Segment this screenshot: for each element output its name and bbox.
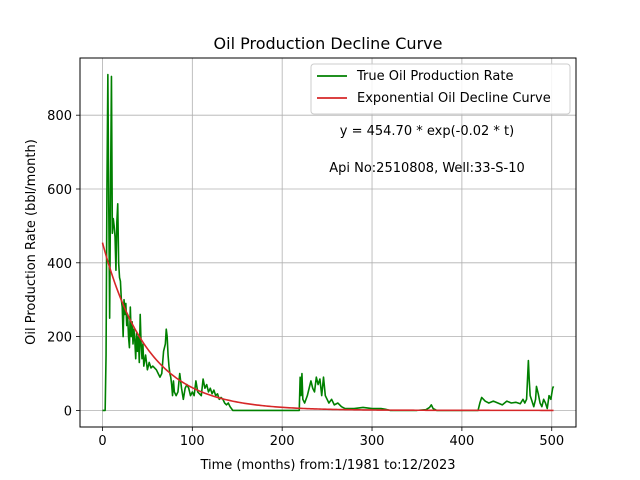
x-tick-label: 0 [98, 434, 106, 449]
x-axis-label: Time (months) from:1/1981 to:12/2023 [199, 458, 455, 473]
y-tick-label: 400 [47, 257, 72, 272]
y-axis-label: Oil Production Rate (bbl/month) [24, 139, 39, 345]
tick-layer: 0 100 200 300 400 500 0 200 400 600 800 [47, 109, 564, 449]
equation-annotation: y = 454.70 * exp(-0.02 * t) [340, 124, 514, 139]
legend-label-model: Exponential Oil Decline Curve [357, 91, 551, 106]
x-tick-label: 400 [449, 434, 474, 449]
plot-layer [101, 73, 555, 412]
chart-title: Oil Production Decline Curve [214, 34, 443, 53]
y-tick-label: 800 [47, 109, 72, 124]
series-line-exponential-decline-curve [101, 242, 554, 412]
y-tick-label: 600 [47, 183, 72, 198]
x-tick-label: 200 [270, 434, 295, 449]
y-tick-label: 200 [47, 331, 72, 346]
legend: True Oil Production Rate Exponential Oil… [310, 63, 571, 115]
legend-label-observed: True Oil Production Rate [356, 69, 513, 84]
x-tick-label: 500 [539, 434, 564, 449]
grid-layer [80, 58, 576, 427]
y-tick-label: 0 [64, 404, 72, 419]
plot-frame [79, 57, 577, 428]
well-annotation: Api No:2510808, Well:33-S-10 [329, 161, 525, 176]
x-tick-label: 100 [180, 434, 205, 449]
x-tick-label: 300 [360, 434, 385, 449]
legend-box [310, 63, 571, 115]
series-line-true-oil-production-rate [102, 73, 555, 412]
